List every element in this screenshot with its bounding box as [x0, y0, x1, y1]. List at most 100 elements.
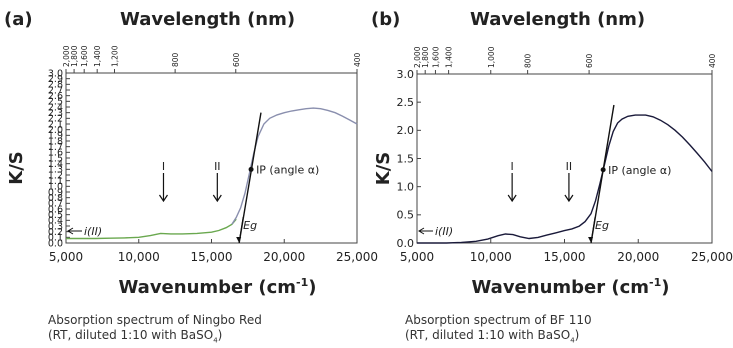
x-tick-label-a: 10,000 [118, 250, 160, 264]
y-tick-label-a: 1.8 [48, 136, 63, 147]
y-tick-label-a: 2.0 [48, 125, 63, 136]
caption-a-line-1: Absorption spectrum of Ningbo Red [48, 313, 262, 327]
y-tick-label-a: 1.7 [48, 142, 63, 153]
caption-a-line-2-text: (RT, diluted 1:10 with BaSO [48, 328, 214, 342]
i-label-b: i(II) [435, 225, 453, 238]
top-tick-label-a: 1,400 [93, 45, 102, 67]
top-tick-label-b: 1,400 [445, 46, 454, 68]
y-tick-label-b: 2.0 [397, 124, 415, 137]
y-tick-label-b: 3.0 [397, 68, 415, 81]
i-arrowhead-a [67, 227, 74, 235]
panel-label-b: (b) [371, 9, 400, 30]
y-tick-label-a: 0.5 [48, 210, 63, 221]
y-tick-label-b: 0.5 [397, 209, 415, 222]
x-tick-label-a: 5,000 [49, 250, 83, 264]
band1-arrowhead-b [507, 194, 517, 203]
top-tick-label-a: 1,800 [70, 45, 79, 67]
y-tick-label-a: 0.1 [48, 233, 63, 244]
x-axis-title-text-b: Wavenumber (cm [471, 277, 649, 298]
y-tick-label-a: 0.7 [48, 199, 63, 210]
x-tick-label-b: 15,000 [544, 250, 586, 264]
y-tick-label-a: 2.3 [48, 108, 63, 119]
x-axis-title-b: Wavenumber (cm-1) [471, 276, 669, 298]
y-tick-label-b: 0.0 [397, 237, 415, 250]
y-tick-label-a: 1.6 [48, 148, 63, 159]
x-axis-title-text-a: Wavenumber (cm [118, 277, 296, 298]
y-tick-label-a: 0.3 [48, 221, 63, 232]
top-tick-label-b: 400 [708, 53, 717, 68]
y-tick-label-a: 1.9 [48, 131, 63, 142]
x-tick-label-a: 15,000 [191, 250, 233, 264]
band2-label-a: II [214, 160, 221, 173]
y-axis-title-b: K/S [373, 152, 394, 186]
y-tick-label-a: 1.5 [48, 153, 63, 164]
chart-panel-a: (a) Wavelength (nm) 2,000 1,800 1,600 1,400 1,… [4, 9, 378, 298]
top-tick-label-b: 2,000 [413, 46, 422, 68]
y-tick-label-a: 2.9 [48, 74, 63, 85]
x-axis-title-a: Wavenumber (cm-1) [118, 276, 316, 298]
y-tick-label-a: 2.2 [48, 114, 63, 125]
top-axis-title-a: Wavelength (nm) [120, 9, 295, 30]
x-tick-label-b: 5,000 [400, 250, 434, 264]
band1-label-b: I [511, 160, 514, 173]
panel-label-a: (a) [4, 9, 33, 30]
caption-a: Absorption spectrum of Ningbo Red (RT, d… [48, 313, 262, 348]
plot-frame-a [65, 72, 358, 244]
eg-label-a: Eg [243, 219, 257, 232]
y-tick-label-a: 1.1 [48, 176, 63, 187]
inflection-point-b [600, 167, 606, 173]
caption-b-line-1: Absorption spectrum of BF 110 [405, 313, 592, 327]
top-tick-label-a: 600 [232, 52, 241, 67]
band2-label-b: II [566, 160, 573, 173]
top-tick-label-a: 1,200 [110, 45, 119, 67]
i-arrowhead-b [418, 227, 425, 235]
eg-arrowhead-a [236, 237, 242, 243]
x-axis-title-sup-a: -1 [296, 276, 308, 289]
band1-arrowhead-a [158, 194, 168, 203]
y-tick-label-a: 2.6 [48, 91, 63, 102]
y-tick-label-a: 0.8 [48, 193, 63, 204]
x-axis-title-end-a: ) [308, 277, 316, 298]
top-axis-title-b: Wavelength (nm) [470, 9, 645, 30]
caption-a-subscript: 4 [213, 336, 218, 345]
chart-panel-b: (b) Wavelength (nm) 2,000 1,800 1,600 1,400 1,… [371, 9, 733, 298]
y-tick-label-a: 2.4 [48, 102, 63, 113]
top-tick-label-a: 1,600 [80, 45, 89, 67]
y-tick-label-a: 3.0 [48, 68, 63, 79]
x-tick-label-a: 25,000 [336, 250, 378, 264]
y-tick-label-a: 1.4 [48, 159, 63, 170]
y-tick-label-a: 1.0 [48, 182, 63, 193]
y-tick-label-b: 2.5 [397, 96, 415, 109]
series-line-b-0 [417, 114, 713, 244]
y-axis-title-a: K/S [6, 151, 27, 185]
top-tick-label-a: 800 [171, 52, 180, 67]
top-tick-label-a: 400 [353, 52, 362, 67]
caption-b-subscript: 4 [570, 336, 575, 345]
ip-label-a: IP (angle α) [256, 163, 319, 176]
caption-b-line-2: (RT, diluted 1:10 with BaSO4) [405, 328, 592, 348]
band1-label-a: I [162, 160, 165, 173]
band2-arrowhead-b [564, 194, 574, 203]
band2-arrowhead-a [212, 194, 222, 203]
plot-frame-b [416, 73, 713, 244]
x-tick-label-b: 10,000 [470, 250, 512, 264]
y-tick-label-a: 0.0 [48, 238, 63, 249]
series-line-a-1 [231, 107, 358, 225]
y-tick-label-a: 1.3 [48, 165, 63, 176]
top-tick-label-a: 2,000 [62, 45, 71, 67]
ip-label-b: IP (angle α) [608, 164, 671, 177]
y-tick-label-b: 1.0 [397, 181, 415, 194]
y-tick-label-a: 2.7 [48, 85, 63, 96]
caption-b-line-2-text: (RT, diluted 1:10 with BaSO [405, 328, 571, 342]
y-tick-label-a: 0.9 [48, 187, 63, 198]
top-tick-label-b: 800 [524, 53, 533, 68]
x-tick-label-b: 20,000 [617, 250, 659, 264]
y-tick-label-a: 0.6 [48, 204, 63, 215]
caption-b: Absorption spectrum of BF 110 (RT, dilut… [405, 313, 592, 348]
x-tick-label-b: 25,000 [691, 250, 733, 264]
y-tick-label-a: 2.8 [48, 80, 63, 91]
top-tick-label-b: 1,800 [421, 46, 430, 68]
series-line-a-0 [66, 218, 237, 240]
eg-arrowhead-b [588, 237, 594, 243]
